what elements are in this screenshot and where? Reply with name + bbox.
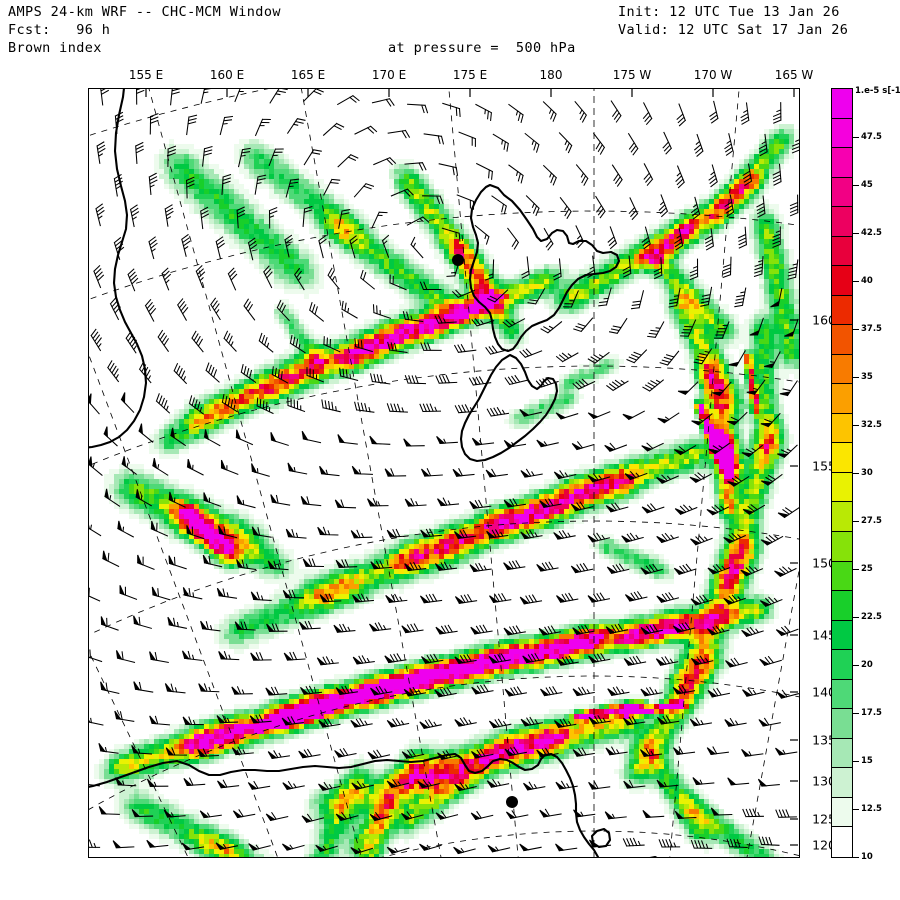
forecast-hour: Fcst: 96 h bbox=[8, 22, 111, 38]
wind-barb-layer bbox=[89, 89, 799, 855]
colorbar-tick-label: 30 bbox=[861, 468, 873, 478]
colorbar-cell bbox=[832, 472, 852, 503]
colorbar-cell bbox=[832, 325, 852, 355]
model-title: AMPS 24-km WRF -- CHC-MCM Window bbox=[8, 4, 281, 20]
colorbar bbox=[831, 88, 853, 858]
brown-index-shading-layer bbox=[89, 114, 799, 857]
map-canvas bbox=[89, 89, 799, 857]
colorbar-cell bbox=[832, 620, 852, 651]
colorbar-cell bbox=[832, 354, 852, 385]
lon-tick-label: 165 E bbox=[290, 68, 326, 82]
colorbar-tick-mark bbox=[853, 329, 859, 330]
colorbar-tick-mark bbox=[853, 809, 859, 810]
colorbar-cell bbox=[832, 207, 852, 237]
colorbar-tick-label: 15 bbox=[861, 756, 873, 766]
colorbar-tick-label: 45 bbox=[861, 180, 873, 190]
colorbar-cell bbox=[832, 709, 852, 739]
lon-tick-label: 180 bbox=[539, 68, 563, 82]
lon-tick-label: 155 E bbox=[128, 68, 164, 82]
map-plot-area[interactable] bbox=[88, 88, 800, 858]
lon-tick-label: 160 E bbox=[209, 68, 245, 82]
colorbar-tick-mark bbox=[853, 137, 859, 138]
coast-north-island bbox=[468, 183, 621, 353]
colorbar-tick-label: 37.5 bbox=[861, 324, 882, 334]
coast-australia-edge bbox=[89, 89, 148, 449]
colorbar-cell bbox=[832, 236, 852, 267]
colorbar-tick-label: 42.5 bbox=[861, 228, 882, 238]
colorbar-tick-mark bbox=[853, 713, 859, 714]
colorbar-tick-label: 20 bbox=[861, 660, 873, 670]
colorbar-tick-mark bbox=[853, 521, 859, 522]
field-name: Brown index bbox=[8, 40, 102, 56]
colorbar-cell bbox=[832, 89, 852, 119]
colorbar-units-label: 1.e-5 s[-1] bbox=[855, 86, 900, 96]
colorbar-cell bbox=[832, 650, 852, 680]
colorbar-tick-mark bbox=[853, 425, 859, 426]
colorbar-ticks: 47.5 45 42.5 40 37.5 35 32.5 30 27.5 25 22.5 20 17.5… bbox=[853, 88, 900, 863]
colorbar-tick-mark bbox=[853, 281, 859, 282]
colorbar-cell bbox=[832, 738, 852, 769]
valid-time: Valid: 12 UTC Sat 17 Jan 26 bbox=[618, 22, 849, 38]
colorbar-cell bbox=[832, 827, 852, 857]
longitude-axis: 155 E 160 E 165 E 170 E 175 E 180 175 W 170 W 16… bbox=[0, 68, 900, 84]
colorbar-tick-label: 10 bbox=[861, 852, 873, 862]
pressure-level: at pressure = 500 hPa bbox=[388, 40, 576, 56]
lon-tick-label: 175 W bbox=[612, 68, 652, 82]
station-marker-layer bbox=[452, 254, 518, 808]
colorbar-cell bbox=[832, 502, 852, 532]
colorbar-tick-mark bbox=[853, 233, 859, 234]
colorbar-cell bbox=[832, 266, 852, 296]
colorbar-cell bbox=[832, 561, 852, 592]
colorbar-tick-mark bbox=[853, 761, 859, 762]
colorbar-tick-label: 27.5 bbox=[861, 516, 882, 526]
colorbar-cell bbox=[832, 384, 852, 414]
colorbar-tick-label: 17.5 bbox=[861, 708, 882, 718]
colorbar-tick-mark bbox=[853, 857, 859, 858]
colorbar-cell bbox=[832, 148, 852, 178]
coast-antarctica bbox=[89, 752, 600, 857]
colorbar-tick-label: 35 bbox=[861, 372, 873, 382]
init-time: Init: 12 UTC Tue 13 Jan 26 bbox=[618, 4, 840, 20]
colorbar-cell bbox=[832, 295, 852, 326]
colorbar-tick-mark bbox=[853, 185, 859, 186]
colorbar-cell bbox=[832, 768, 852, 798]
lon-tick-label: 170 E bbox=[371, 68, 407, 82]
station-marker-mcmurdo bbox=[506, 796, 518, 808]
colorbar-cell bbox=[832, 797, 852, 828]
colorbar-tick-mark bbox=[853, 473, 859, 474]
colorbar-cell bbox=[832, 679, 852, 710]
colorbar-tick-mark bbox=[853, 665, 859, 666]
colorbar-tick-label: 40 bbox=[861, 276, 873, 286]
colorbar-cell bbox=[832, 531, 852, 562]
graticule-layer bbox=[89, 89, 799, 857]
station-marker-christchurch bbox=[452, 254, 464, 266]
colorbar-cell bbox=[832, 118, 852, 149]
colorbar-tick-label: 12.5 bbox=[861, 804, 882, 814]
colorbar-tick-mark bbox=[853, 617, 859, 618]
colorbar-tick-mark bbox=[853, 377, 859, 378]
colorbar-cell bbox=[832, 591, 852, 621]
header-block: AMPS 24-km WRF -- CHC-MCM Window Fcst: 9… bbox=[0, 0, 900, 62]
colorbar-cell bbox=[832, 443, 852, 473]
lon-tick-label: 175 E bbox=[452, 68, 488, 82]
colorbar-tick-label: 47.5 bbox=[861, 132, 882, 142]
colorbar-cell bbox=[832, 177, 852, 208]
colorbar-tick-label: 32.5 bbox=[861, 420, 882, 430]
colorbar-tick-mark bbox=[853, 569, 859, 570]
lon-tick-label: 170 W bbox=[693, 68, 733, 82]
lon-tick-label: 165 W bbox=[774, 68, 814, 82]
colorbar-tick-label: 25 bbox=[861, 564, 873, 574]
colorbar-cell bbox=[832, 413, 852, 444]
colorbar-tick-label: 22.5 bbox=[861, 612, 882, 622]
